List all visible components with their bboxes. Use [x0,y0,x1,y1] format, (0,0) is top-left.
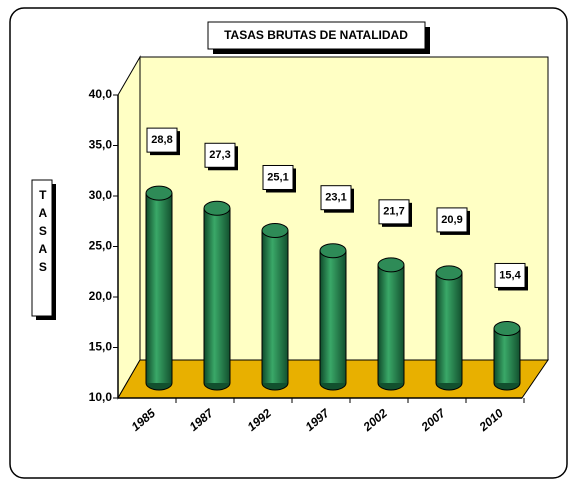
title-box [207,21,426,50]
y-tick-label: 35,0 [89,138,113,152]
y-axis-label: TASAS [36,188,50,278]
value-label-box [494,262,526,288]
bar-body [494,328,520,383]
bar [319,243,347,391]
bar-body [378,264,404,383]
bar-top [377,257,405,273]
value-label: 28,8 [151,134,172,146]
bar [377,257,405,391]
bar-body [204,208,230,383]
bar-top [145,185,173,201]
value-label: 27,3 [209,149,230,161]
side-wall [117,55,141,400]
value-label: 15,4 [499,269,521,281]
bar-body [320,250,346,383]
value-label-box [262,164,294,190]
bar-top [261,222,289,238]
bar-top [203,200,231,216]
value-label: 20,9 [441,214,462,226]
bar-top [435,265,463,281]
bar-top [493,320,521,336]
y-tick-label: 15,0 [89,340,113,354]
y-tick-label: 20,0 [89,289,113,303]
y-tick-label: 30,0 [89,188,113,202]
bar-body [436,272,462,383]
value-label: 25,1 [267,171,288,183]
bar [435,265,463,391]
bar-body [146,193,172,383]
y-tick-label: 25,0 [89,239,113,253]
value-label: 23,1 [325,192,346,204]
bar [203,200,231,391]
chart-title: TASAS BRUTAS DE NATALIDAD [224,28,408,42]
y-label-box [31,179,53,317]
bar [493,320,521,391]
bar-top [319,243,347,259]
value-label: 21,7 [383,206,404,218]
value-label-box [204,142,236,168]
value-label-box [320,185,352,211]
bar [145,185,173,391]
bar-body [262,230,288,383]
value-label-box [378,199,410,225]
value-label-box [436,207,468,233]
y-tick-label: 10,0 [89,390,113,404]
bar [261,222,289,391]
value-label-box [146,127,178,153]
y-tick-label: 40,0 [89,87,113,101]
